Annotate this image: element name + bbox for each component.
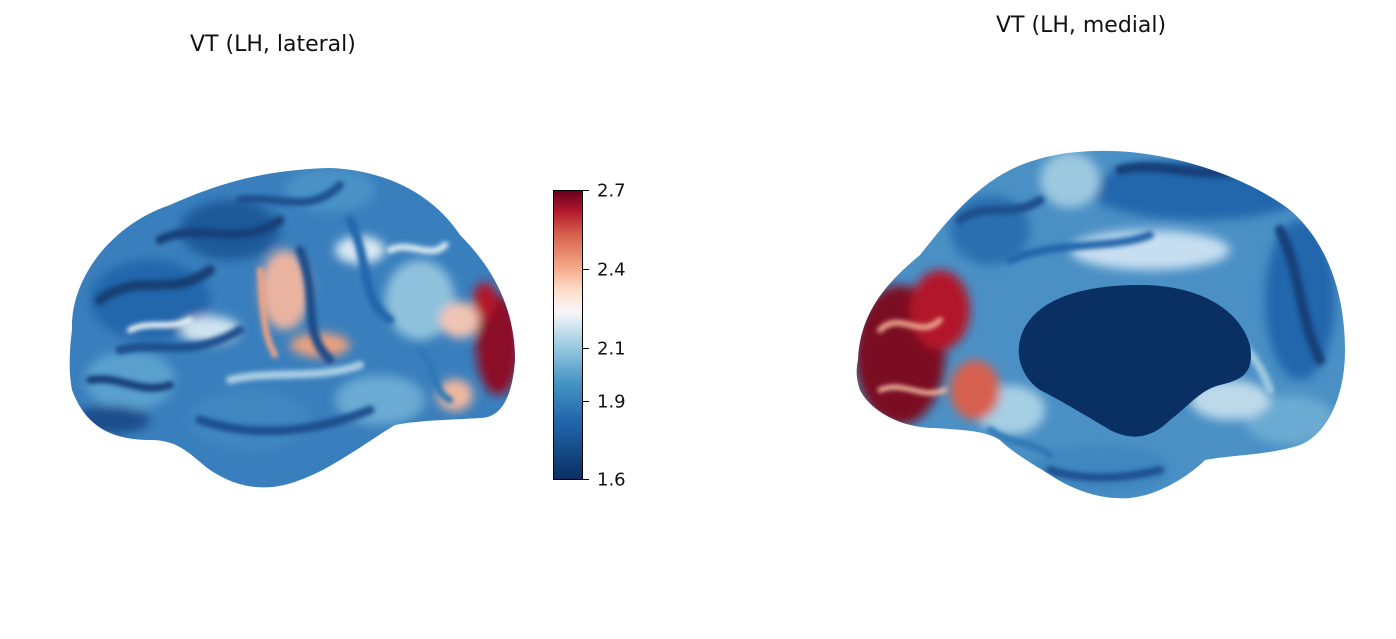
- colorbar-tick-label: 2.1: [597, 338, 626, 360]
- colorbar: 2.7 2.4 2.1 1.9 1.6: [553, 181, 626, 491]
- right-panel-title: VT (LH, medial): [996, 13, 1167, 38]
- colorbar-tick: [583, 401, 589, 402]
- left-panel-title: VT (LH, lateral): [190, 32, 356, 57]
- colorbar-tick: [583, 190, 589, 191]
- lateral-brain-surface: [69, 168, 515, 488]
- colorbar-tick: [583, 269, 589, 270]
- colorbar-tick-label: 2.4: [597, 259, 626, 281]
- colorbar-tick-label: 1.6: [597, 469, 626, 491]
- colorbar-tick-label: 1.9: [597, 391, 626, 413]
- colorbar-tick-label: 2.7: [597, 180, 626, 202]
- medial-brain-surface: [856, 150, 1345, 499]
- colorbar-gradient: [553, 190, 583, 480]
- colorbar-tick: [583, 479, 589, 480]
- colorbar-tick: [583, 348, 589, 349]
